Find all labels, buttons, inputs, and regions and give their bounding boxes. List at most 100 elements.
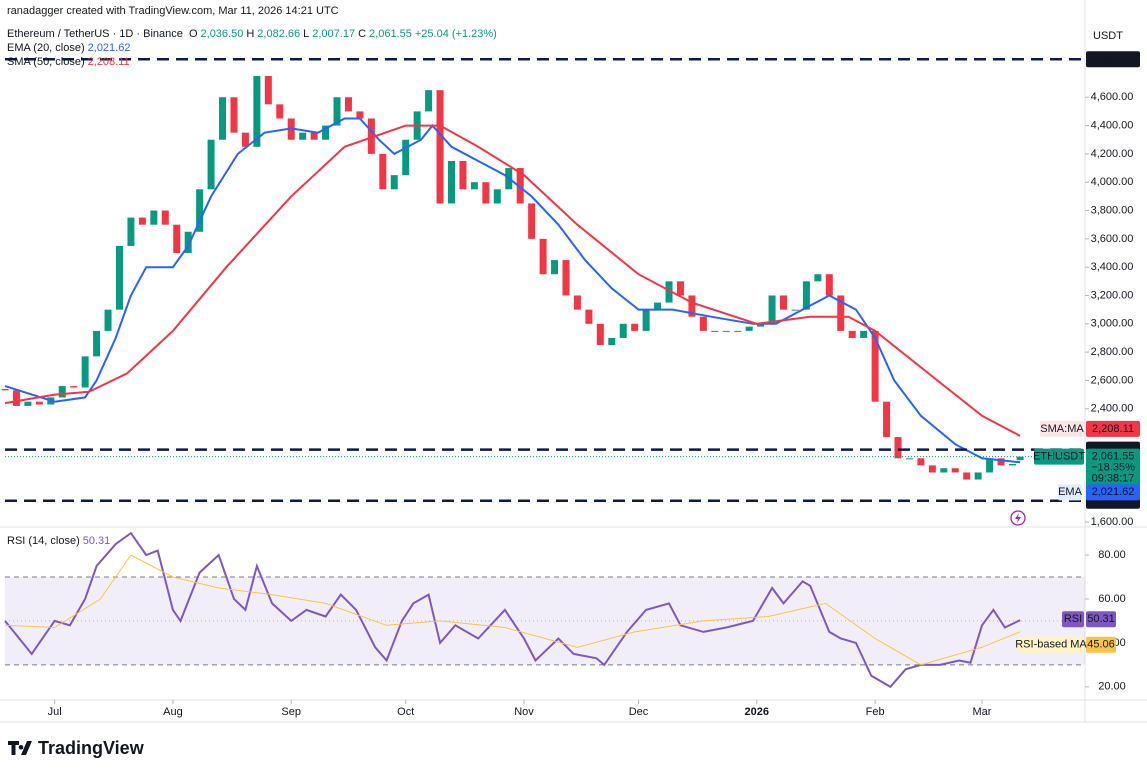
- candle-body: [390, 175, 398, 190]
- symbol-tag: ETHUSDT: [1033, 451, 1085, 463]
- ohlc-item: C: [358, 28, 367, 40]
- candle-body: [860, 330, 868, 338]
- series-tag: RSI: [1064, 613, 1082, 625]
- candle-body: [1, 388, 9, 391]
- candle-body: [161, 210, 169, 225]
- x-tick-label: Mar: [972, 706, 991, 718]
- event-icon: [1010, 510, 1026, 526]
- ohlc-item: 2,007.17: [312, 28, 356, 40]
- candle-body: [253, 76, 261, 147]
- candle-body: [699, 316, 707, 331]
- candle-body: [93, 330, 101, 357]
- candle-body: [425, 90, 433, 112]
- candle-body: [654, 302, 662, 310]
- legend-value: 2,208.11: [87, 56, 130, 68]
- candle-body: [12, 390, 20, 406]
- symbol: Ethereum / TetherUS · 1D · Binance: [7, 28, 183, 40]
- candle-body: [470, 182, 478, 190]
- x-tick-label: Dec: [629, 706, 649, 718]
- candle-body: [528, 203, 536, 239]
- candle-body: [768, 295, 776, 324]
- y-tick-label: 20.00: [1098, 681, 1126, 693]
- candle-body: [734, 330, 742, 332]
- candle-body: [837, 295, 845, 331]
- candle-body: [379, 153, 387, 190]
- indicator-line: [4, 124, 1021, 437]
- candle-body: [551, 260, 559, 275]
- candle-body: [1016, 456, 1024, 461]
- candle-body: [322, 125, 330, 140]
- candle-body: [642, 309, 650, 331]
- y-tick-label: 60.00: [1098, 593, 1126, 605]
- candle-body: [573, 295, 581, 310]
- series-tag: EMA: [1058, 486, 1083, 498]
- y-tick-label: 2,400.00: [1091, 403, 1134, 415]
- series-tag-bg: [1040, 420, 1084, 437]
- legend-name: EMA (20, close): [7, 42, 85, 54]
- x-tick-label: Oct: [397, 706, 414, 718]
- ohlc-item: L: [303, 28, 310, 40]
- candle-body: [791, 309, 799, 311]
- candle-body: [757, 323, 765, 327]
- series-value: 2,208.11: [1092, 423, 1134, 435]
- candle-body: [356, 111, 364, 119]
- y-tick-label: 3,400.00: [1091, 261, 1134, 273]
- y-tick-label: 3,600.00: [1091, 233, 1134, 245]
- sma-legend: SMA (50, close) 2,208.11: [7, 56, 133, 68]
- currency-box: [1086, 24, 1140, 46]
- candle-body: [974, 472, 982, 480]
- candle-body: [104, 309, 112, 331]
- candle-body: [814, 274, 822, 282]
- ohlc-item: 2,082.66: [257, 28, 301, 40]
- x-tick-label: 2026: [745, 706, 769, 718]
- symbol-tag-bg: [1034, 448, 1084, 465]
- series-tag-bg: [1062, 611, 1084, 628]
- x-tick-label: Nov: [514, 706, 534, 718]
- candle-body: [196, 189, 204, 232]
- series-tag: RSI-based MA: [1015, 639, 1087, 651]
- ohlc-item: +25.04 (+1.23%): [414, 28, 497, 40]
- candle-body: [219, 97, 227, 140]
- candle-body: [241, 132, 249, 147]
- candle-body: [115, 245, 123, 310]
- y-tick-label: 3,000.00: [1091, 318, 1134, 330]
- candle-body: [539, 238, 547, 275]
- ohlc-item: O: [188, 28, 198, 40]
- candle-body: [780, 295, 788, 310]
- candle-body: [459, 160, 467, 190]
- ohlc-item: 2,036.50: [200, 28, 244, 40]
- candle-body: [631, 323, 639, 331]
- symbol-row: Ethereum / TetherUS · 1D · Binance O 2,03…: [7, 28, 500, 40]
- candle-body: [35, 401, 43, 405]
- candle-body: [596, 323, 604, 346]
- candle-body: [562, 260, 570, 296]
- candle-body: [127, 217, 135, 246]
- candle-body: [436, 90, 444, 204]
- x-tick-label: Aug: [163, 706, 183, 718]
- candle-body: [986, 458, 994, 473]
- candle-body: [997, 458, 1005, 466]
- series-value-bg: [1086, 420, 1140, 437]
- last-price: 2,061.55: [1092, 451, 1135, 463]
- ohlc-item: H: [246, 28, 255, 40]
- candle-body: [619, 323, 627, 338]
- indicator-line: [4, 554, 1021, 666]
- candle-body: [367, 118, 375, 154]
- credit: ranadagger created with TradingView.com,…: [7, 5, 339, 17]
- series-value-bg: [1086, 611, 1116, 628]
- candle-body: [871, 330, 879, 402]
- ema-legend: EMA (20, close) 2,021.62: [7, 42, 133, 54]
- legend-value: 50.31: [82, 535, 111, 547]
- candle-body: [963, 472, 971, 480]
- x-tick-label: Jul: [48, 706, 62, 718]
- candle-body: [24, 401, 32, 406]
- candle-body: [344, 97, 352, 112]
- series-value: 45.06: [1087, 639, 1115, 651]
- candle-body: [493, 189, 501, 204]
- legend-name: SMA (50, close): [7, 56, 85, 68]
- legend-value: 2,021.62: [87, 42, 131, 54]
- candle-body: [230, 97, 238, 133]
- candle-body: [184, 231, 192, 254]
